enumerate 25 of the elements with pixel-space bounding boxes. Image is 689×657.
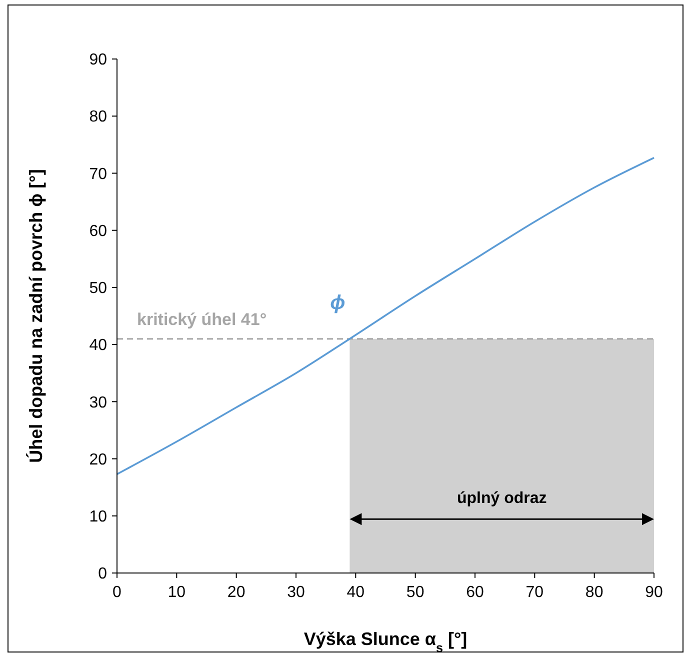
x-tick-label: 70 [526,584,544,601]
y-tick-label: 0 [98,566,108,583]
y-tick-label: 90 [89,52,108,69]
line-series [116,156,655,476]
y-tick-label: 40 [89,337,108,354]
x-tick-label: 30 [287,584,305,601]
series-label: ϕ [330,292,346,314]
x-tick-label: 10 [168,584,186,601]
y-tick-label: 70 [89,166,108,183]
y-tick-label: 20 [89,451,108,468]
x-tick-label: 50 [406,584,424,601]
y-tick-label: 30 [89,394,108,412]
x-tick-label: 0 [112,584,122,601]
y-tick-label: 50 [89,280,108,298]
y-tick-label: 60 [89,222,108,240]
y-axis-title: Úhel dopadu na zadní povrch ϕ [°] [26,169,46,463]
x-tick-label: 90 [645,584,663,601]
y-tick-label: 80 [89,108,108,126]
ref-line-label: kritický úhel 41° [137,310,267,329]
y-tick-label: 10 [89,508,108,526]
x-tick-label: 40 [346,584,365,601]
band-label: úplný odraz [456,490,547,508]
x-tick-label: 60 [466,584,484,601]
x-tick-label: 20 [227,584,246,601]
x-tick-label: 80 [585,584,604,601]
